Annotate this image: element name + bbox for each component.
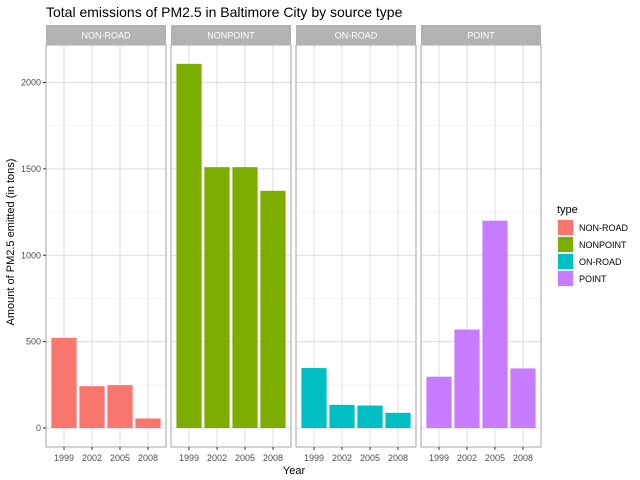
x-tick-label: 2005 — [235, 453, 255, 463]
panel-nonpoint: NONPOINT 1999 2002 2005 2008 — [170, 25, 292, 463]
legend-swatch-point — [558, 271, 573, 286]
x-tick-label: 2002 — [332, 453, 352, 463]
bar-on-road-1999 — [301, 368, 327, 428]
bar-non-road-2008 — [135, 418, 161, 428]
legend-title: type — [557, 204, 578, 216]
legend: type NON-ROAD NONPOINT ON-ROAD POINT — [557, 204, 628, 287]
bar-point-2008 — [510, 368, 536, 428]
facet-strip — [46, 25, 166, 45]
y-tick-label: 1000 — [21, 250, 41, 260]
legend-swatch-on-road — [558, 254, 573, 269]
bar-on-road-2008 — [385, 412, 411, 428]
x-tick-label: 2008 — [388, 453, 408, 463]
y-tick-label: 500 — [26, 337, 41, 347]
legend-label-nonpoint: NONPOINT — [579, 240, 627, 250]
x-tick-label: 2002 — [207, 453, 227, 463]
panel-point: POINT 1999 2002 2005 2008 — [420, 25, 542, 463]
x-tick-label: 2002 — [82, 453, 102, 463]
panel-on-road: ON-ROAD 1999 2002 2005 2008 — [295, 25, 417, 463]
facet-strip-label: ON-ROAD — [335, 31, 378, 41]
legend-label-on-road: ON-ROAD — [579, 257, 622, 267]
legend-swatch-non-road — [558, 220, 573, 235]
facet-strip-label: NONPOINT — [207, 31, 255, 41]
legend-label-non-road: NON-ROAD — [579, 223, 628, 233]
bar-point-1999 — [426, 376, 452, 428]
bar-point-2005 — [482, 220, 508, 428]
x-tick-label: 2005 — [485, 453, 505, 463]
bar-point-2002 — [454, 329, 480, 428]
bar-non-road-1999 — [51, 337, 77, 428]
x-tick-label: 2005 — [360, 453, 380, 463]
bar-nonpoint-1999 — [176, 63, 202, 429]
legend-label-point: POINT — [579, 274, 607, 284]
y-tick-label: 2000 — [21, 78, 41, 88]
y-tick-label: 1500 — [21, 164, 41, 174]
x-tick-label: 1999 — [429, 453, 449, 463]
y-tick-label: 0 — [36, 423, 41, 433]
x-tick-label: 1999 — [304, 453, 324, 463]
x-tick-label: 1999 — [54, 453, 74, 463]
x-tick-label: 1999 — [179, 453, 199, 463]
facet-strip — [296, 25, 416, 45]
chart-title: Total emissions of PM2.5 in Baltimore Ci… — [46, 4, 403, 20]
x-tick-label: 2008 — [263, 453, 283, 463]
facet-strip-label: NON-ROAD — [82, 31, 131, 41]
bar-nonpoint-2005 — [232, 167, 258, 428]
facet-strip — [171, 25, 291, 45]
y-axis: 0 500 1000 1500 2000 — [21, 78, 46, 433]
x-tick-label: 2005 — [110, 453, 130, 463]
y-axis-label: Amount of PM2.5 emitted (in tons) — [5, 159, 17, 326]
legend-swatch-nonpoint — [558, 237, 573, 252]
bar-nonpoint-2008 — [260, 190, 286, 428]
x-tick-label: 2002 — [457, 453, 477, 463]
x-tick-label: 2008 — [513, 453, 533, 463]
facet-strip-label: POINT — [467, 31, 495, 41]
facet-panels: NON-ROAD 1999 2002 2005 2008 NONPOINT 1999 2002… — [45, 25, 542, 463]
x-tick-label: 2008 — [138, 453, 158, 463]
x-axis-label: Year — [283, 465, 306, 477]
bar-non-road-2002 — [79, 386, 105, 428]
bar-on-road-2005 — [357, 405, 383, 428]
bar-on-road-2002 — [329, 404, 355, 428]
bar-nonpoint-2002 — [204, 167, 230, 428]
bar-non-road-2005 — [107, 385, 133, 428]
facet-strip — [421, 25, 541, 45]
panel-non-road: NON-ROAD 1999 2002 2005 2008 — [45, 25, 167, 463]
